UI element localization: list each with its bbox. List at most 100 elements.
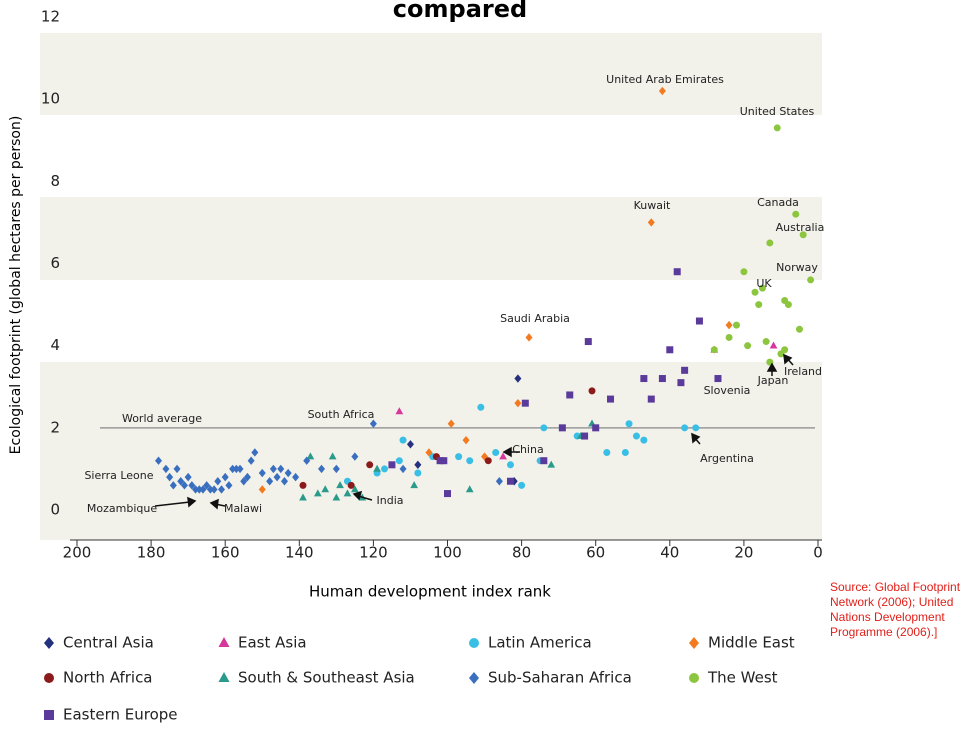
point xyxy=(447,419,455,428)
point xyxy=(299,493,307,501)
point xyxy=(521,399,529,407)
x-tick-label: 80 xyxy=(512,544,531,562)
annotation: India xyxy=(377,494,404,507)
annotation: Mozambique xyxy=(87,502,157,515)
point xyxy=(518,481,526,489)
y-tick-label: 8 xyxy=(50,172,60,190)
y-tick-label: 2 xyxy=(50,418,60,436)
point xyxy=(514,398,522,408)
legend-item: Central Asia xyxy=(44,634,154,652)
point xyxy=(251,448,259,457)
annotation: Canada xyxy=(757,196,799,209)
point xyxy=(332,493,341,501)
legend-item: North Africa xyxy=(44,669,153,687)
point xyxy=(692,424,700,432)
legend-label: North Africa xyxy=(63,669,153,687)
point xyxy=(269,464,277,474)
annotation: Ireland xyxy=(784,365,822,378)
point xyxy=(236,464,244,474)
point xyxy=(166,472,174,482)
point xyxy=(499,452,507,460)
point xyxy=(366,461,374,469)
point xyxy=(773,124,781,132)
point xyxy=(740,268,748,276)
point xyxy=(217,485,225,494)
point xyxy=(592,424,600,432)
point xyxy=(744,342,752,350)
legend-item: The West xyxy=(689,669,778,687)
legend-label: Middle East xyxy=(708,634,795,652)
point xyxy=(807,276,815,284)
point xyxy=(332,464,340,474)
point xyxy=(258,485,266,494)
legend-marker xyxy=(44,673,54,683)
point xyxy=(280,477,288,486)
annotation: Japan xyxy=(757,374,789,387)
x-tick-label: 0 xyxy=(813,544,823,562)
point xyxy=(647,395,655,403)
point xyxy=(388,461,396,469)
point xyxy=(162,464,170,474)
point xyxy=(455,453,463,461)
annotation: Slovenia xyxy=(704,384,751,397)
point xyxy=(273,472,281,482)
annotation: Australia xyxy=(776,221,825,234)
point xyxy=(210,485,218,494)
point xyxy=(725,333,733,341)
point xyxy=(540,424,548,432)
point xyxy=(258,468,266,478)
x-tick-label: 120 xyxy=(359,544,388,562)
point xyxy=(343,489,352,497)
y-tick-label: 10 xyxy=(41,90,60,108)
point xyxy=(762,338,770,346)
legend-marker xyxy=(44,710,54,720)
x-tick-label: 160 xyxy=(211,544,240,562)
point xyxy=(169,481,177,490)
plot: World average xyxy=(100,86,815,501)
point xyxy=(647,218,655,227)
point xyxy=(566,391,574,399)
point xyxy=(436,457,444,465)
legend-label: Central Asia xyxy=(63,634,154,652)
annotation: United Arab Emirates xyxy=(606,73,724,86)
source-note: Source: Global Footprint Network (2006);… xyxy=(830,580,961,639)
point xyxy=(695,317,703,325)
point xyxy=(381,465,389,473)
point xyxy=(188,481,196,490)
point xyxy=(607,395,615,403)
point xyxy=(681,424,689,432)
legend-marker xyxy=(218,637,230,647)
point xyxy=(303,456,311,465)
point xyxy=(588,387,596,395)
point xyxy=(621,448,629,456)
point xyxy=(206,485,214,494)
legend-item: South & Southeast Asia xyxy=(218,669,415,687)
point xyxy=(547,460,556,468)
legend-marker xyxy=(469,638,479,648)
point xyxy=(495,477,503,486)
point xyxy=(195,485,203,494)
point xyxy=(318,464,326,474)
annotation: Argentina xyxy=(700,452,754,465)
point xyxy=(306,452,315,460)
annotation: United States xyxy=(740,105,815,118)
point xyxy=(229,464,237,474)
point xyxy=(395,457,403,465)
point xyxy=(603,448,611,456)
point xyxy=(440,457,448,465)
point xyxy=(240,477,248,486)
point xyxy=(640,375,648,383)
point xyxy=(632,432,640,440)
y-tick-label: 4 xyxy=(50,336,60,354)
point xyxy=(351,452,359,461)
legend-item: Eastern Europe xyxy=(44,706,178,724)
point xyxy=(799,231,807,239)
point xyxy=(755,301,763,309)
point xyxy=(725,320,733,330)
legend-item: East Asia xyxy=(218,634,307,652)
point xyxy=(425,448,433,457)
y-tick-label: 12 xyxy=(41,8,60,26)
x-tick-label: 200 xyxy=(63,544,92,562)
point xyxy=(525,333,533,342)
